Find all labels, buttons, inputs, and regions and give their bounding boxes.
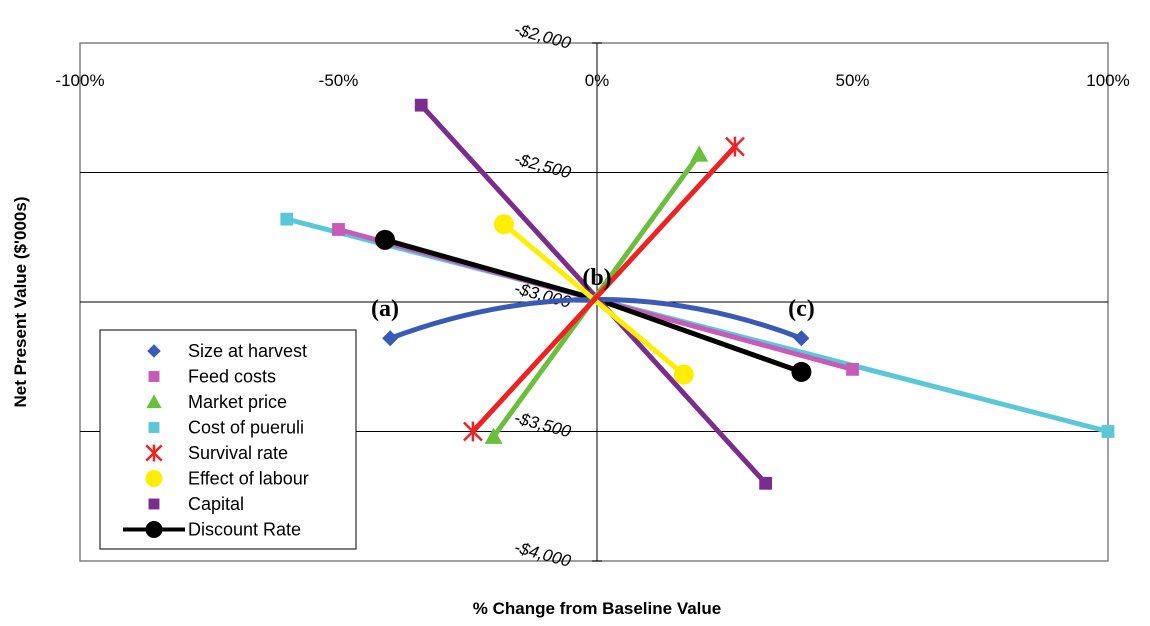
legend-marker bbox=[148, 498, 160, 510]
data-point bbox=[463, 421, 483, 442]
legend-marker bbox=[145, 470, 163, 487]
legend-item-capital: Capital bbox=[148, 494, 244, 514]
x-tick-labels: -100% -50% 0% 50% 100% bbox=[55, 71, 1129, 90]
legend-marker bbox=[148, 422, 160, 433]
data-point bbox=[846, 362, 859, 376]
data-point bbox=[332, 223, 345, 236]
data-point bbox=[493, 214, 514, 235]
annotation-label: (c) bbox=[788, 296, 815, 322]
legend-item-market-price: Market price bbox=[146, 392, 287, 412]
data-point bbox=[1101, 425, 1115, 438]
data-point bbox=[673, 364, 694, 385]
legend-marker bbox=[148, 371, 160, 382]
data-point bbox=[414, 98, 428, 112]
legend-label: Market price bbox=[188, 392, 287, 412]
legend-marker bbox=[147, 344, 161, 358]
x-tick-label: -100% bbox=[55, 71, 104, 90]
x-tick-label: 100% bbox=[1086, 71, 1129, 90]
legend-item-survival-rate: Survival rate bbox=[145, 443, 288, 463]
series-survival-rate bbox=[463, 136, 745, 442]
legend-item-cost-of-pueruli: Cost of pueruli bbox=[148, 418, 304, 438]
annotation-label: (a) bbox=[371, 296, 399, 322]
annotation-label: (b) bbox=[582, 265, 611, 291]
series-group bbox=[280, 98, 1115, 490]
legend-marker bbox=[146, 394, 162, 409]
legend-item-discount-rate: Discount Rate bbox=[123, 520, 301, 540]
legend-label: Discount Rate bbox=[188, 520, 301, 540]
legend-label: Feed costs bbox=[188, 367, 276, 387]
x-axis-title: % Change from Baseline Value bbox=[473, 599, 721, 618]
legend-marker bbox=[145, 521, 163, 538]
legend-label: Size at harvest bbox=[188, 341, 307, 361]
legend-label: Capital bbox=[188, 494, 244, 514]
x-tick-label: 50% bbox=[835, 71, 869, 90]
legend-item-effect-of-labour: Effect of labour bbox=[145, 469, 309, 489]
legend-item-size-at-harvest: Size at harvest bbox=[147, 341, 307, 361]
legend-marker bbox=[145, 444, 163, 462]
data-point bbox=[759, 476, 773, 490]
data-point bbox=[280, 212, 294, 226]
data-point bbox=[382, 330, 399, 347]
legend-label: Effect of labour bbox=[188, 469, 309, 489]
legend: Size at harvest Feed costs Market price Cos… bbox=[99, 329, 357, 550]
x-tick-label: -50% bbox=[319, 71, 359, 90]
y-axis-title: Net Present Value ($'000s) bbox=[11, 197, 30, 408]
legend-item-feed-costs: Feed costs bbox=[148, 367, 276, 387]
data-point bbox=[690, 145, 709, 162]
data-point bbox=[791, 361, 812, 382]
data-point bbox=[375, 229, 396, 250]
annotations: (a) (b) (c) bbox=[371, 265, 815, 322]
legend-label: Cost of pueruli bbox=[188, 418, 304, 438]
legend-box bbox=[99, 329, 357, 550]
series-capital bbox=[414, 98, 773, 490]
series-line bbox=[470, 144, 738, 434]
series-line bbox=[418, 102, 769, 486]
data-point bbox=[793, 330, 810, 347]
data-point bbox=[484, 427, 503, 444]
x-tick-label: 0% bbox=[585, 71, 610, 90]
legend-label: Survival rate bbox=[188, 443, 288, 463]
data-point bbox=[725, 136, 745, 157]
